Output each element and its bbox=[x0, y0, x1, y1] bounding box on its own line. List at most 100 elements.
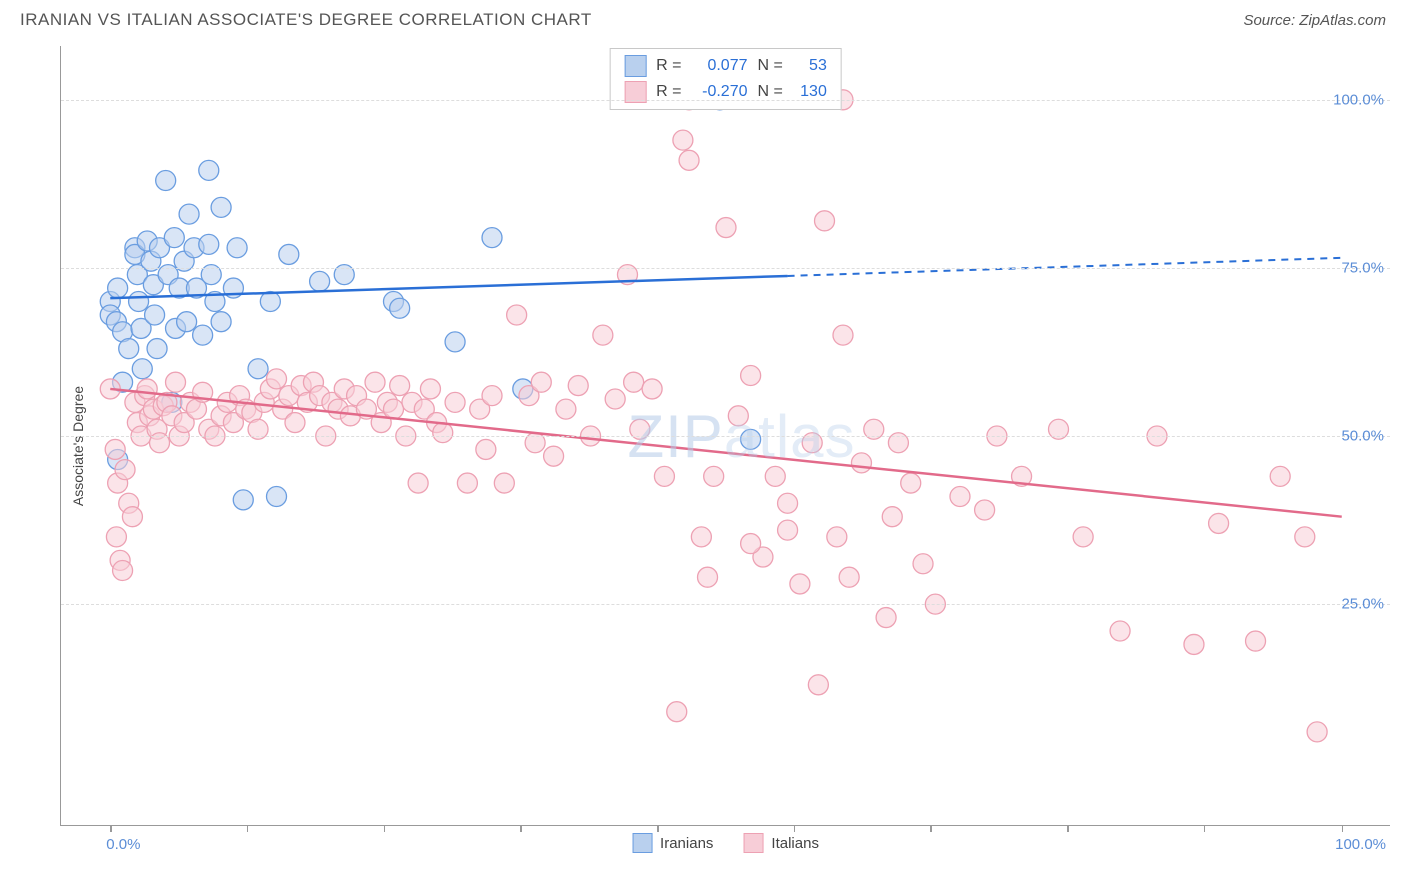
data-point bbox=[122, 507, 142, 527]
data-point bbox=[765, 466, 785, 486]
data-point bbox=[544, 446, 564, 466]
chart-title: IRANIAN VS ITALIAN ASSOCIATE'S DEGREE CO… bbox=[20, 10, 592, 30]
data-point bbox=[556, 399, 576, 419]
data-point bbox=[445, 332, 465, 352]
data-point bbox=[310, 271, 330, 291]
data-point bbox=[716, 218, 736, 238]
y-tick-label: 100.0% bbox=[1333, 91, 1384, 108]
data-point bbox=[137, 379, 157, 399]
stats-legend-row: R =0.077N =53 bbox=[624, 53, 827, 79]
gridline-h bbox=[61, 436, 1390, 437]
data-point bbox=[790, 574, 810, 594]
data-point bbox=[1209, 513, 1229, 533]
data-point bbox=[741, 365, 761, 385]
data-point bbox=[106, 527, 126, 547]
data-point bbox=[605, 389, 625, 409]
data-point bbox=[119, 339, 139, 359]
data-point bbox=[476, 439, 496, 459]
data-point bbox=[445, 392, 465, 412]
x-tick bbox=[794, 825, 796, 832]
data-point bbox=[482, 386, 502, 406]
stat-n-label: N = bbox=[758, 83, 783, 101]
data-point bbox=[390, 298, 410, 318]
data-point bbox=[728, 406, 748, 426]
x-tick bbox=[1204, 825, 1206, 832]
x-tick bbox=[930, 825, 932, 832]
data-point bbox=[593, 325, 613, 345]
trend-line-dashed bbox=[788, 258, 1342, 276]
data-point bbox=[248, 359, 268, 379]
data-point bbox=[667, 702, 687, 722]
x-tick-label-left: 0.0% bbox=[106, 836, 140, 853]
data-point bbox=[260, 292, 280, 312]
data-point bbox=[778, 520, 798, 540]
gridline-h bbox=[61, 604, 1390, 605]
data-point bbox=[1295, 527, 1315, 547]
data-point bbox=[624, 372, 644, 392]
data-point bbox=[698, 567, 718, 587]
data-point bbox=[1073, 527, 1093, 547]
data-point bbox=[285, 413, 305, 433]
data-point bbox=[177, 312, 197, 332]
data-point bbox=[420, 379, 440, 399]
data-point bbox=[741, 534, 761, 554]
stats-legend-row: R = -0.270 N = 130 bbox=[624, 79, 827, 105]
data-point bbox=[390, 376, 410, 396]
x-tick bbox=[1342, 825, 1344, 832]
data-point bbox=[408, 473, 428, 493]
data-point bbox=[132, 359, 152, 379]
data-point bbox=[507, 305, 527, 325]
data-point bbox=[279, 244, 299, 264]
data-point bbox=[227, 238, 247, 258]
data-point bbox=[833, 325, 853, 345]
trend-line bbox=[110, 389, 1341, 517]
data-point bbox=[839, 567, 859, 587]
data-point bbox=[815, 211, 835, 231]
data-point bbox=[115, 460, 135, 480]
data-point bbox=[233, 490, 253, 510]
legend-label: Italians bbox=[771, 835, 819, 852]
data-point bbox=[901, 473, 921, 493]
data-point bbox=[1184, 634, 1204, 654]
data-point bbox=[494, 473, 514, 493]
data-point bbox=[808, 675, 828, 695]
stat-r-label: R = bbox=[656, 83, 681, 101]
data-point bbox=[913, 554, 933, 574]
data-point bbox=[199, 234, 219, 254]
stat-n-value: 53 bbox=[793, 57, 827, 75]
x-tick bbox=[657, 825, 659, 832]
data-point bbox=[147, 339, 167, 359]
data-point bbox=[975, 500, 995, 520]
y-tick-label: 75.0% bbox=[1341, 259, 1384, 276]
stat-n-value: 130 bbox=[793, 83, 827, 101]
x-tick bbox=[1067, 825, 1069, 832]
data-point bbox=[1270, 466, 1290, 486]
data-point bbox=[642, 379, 662, 399]
plot-area: ZIPatlas R =0.077N =53R =-0.270N =130 Ir… bbox=[60, 46, 1390, 826]
chart-container: Associate's Degree ZIPatlas R =0.077N =5… bbox=[40, 46, 1390, 846]
data-point bbox=[691, 527, 711, 547]
data-point bbox=[1246, 631, 1266, 651]
series-legend: Iranians Italians bbox=[632, 833, 819, 853]
data-point bbox=[778, 493, 798, 513]
data-point bbox=[568, 376, 588, 396]
data-point bbox=[166, 372, 186, 392]
legend-label: Iranians bbox=[660, 835, 713, 852]
x-tick bbox=[384, 825, 386, 832]
data-point bbox=[851, 453, 871, 473]
data-point bbox=[199, 160, 219, 180]
x-tick bbox=[247, 825, 249, 832]
gridline-h bbox=[61, 268, 1390, 269]
data-point bbox=[679, 150, 699, 170]
data-point bbox=[113, 560, 133, 580]
data-point bbox=[457, 473, 477, 493]
data-point bbox=[193, 325, 213, 345]
data-point bbox=[433, 423, 453, 443]
data-point bbox=[704, 466, 724, 486]
data-point bbox=[482, 228, 502, 248]
data-point bbox=[741, 429, 761, 449]
legend-item: Iranians bbox=[632, 833, 713, 853]
y-tick-label: 50.0% bbox=[1341, 428, 1384, 445]
stat-r-value: -0.270 bbox=[692, 83, 748, 101]
data-point bbox=[384, 399, 404, 419]
